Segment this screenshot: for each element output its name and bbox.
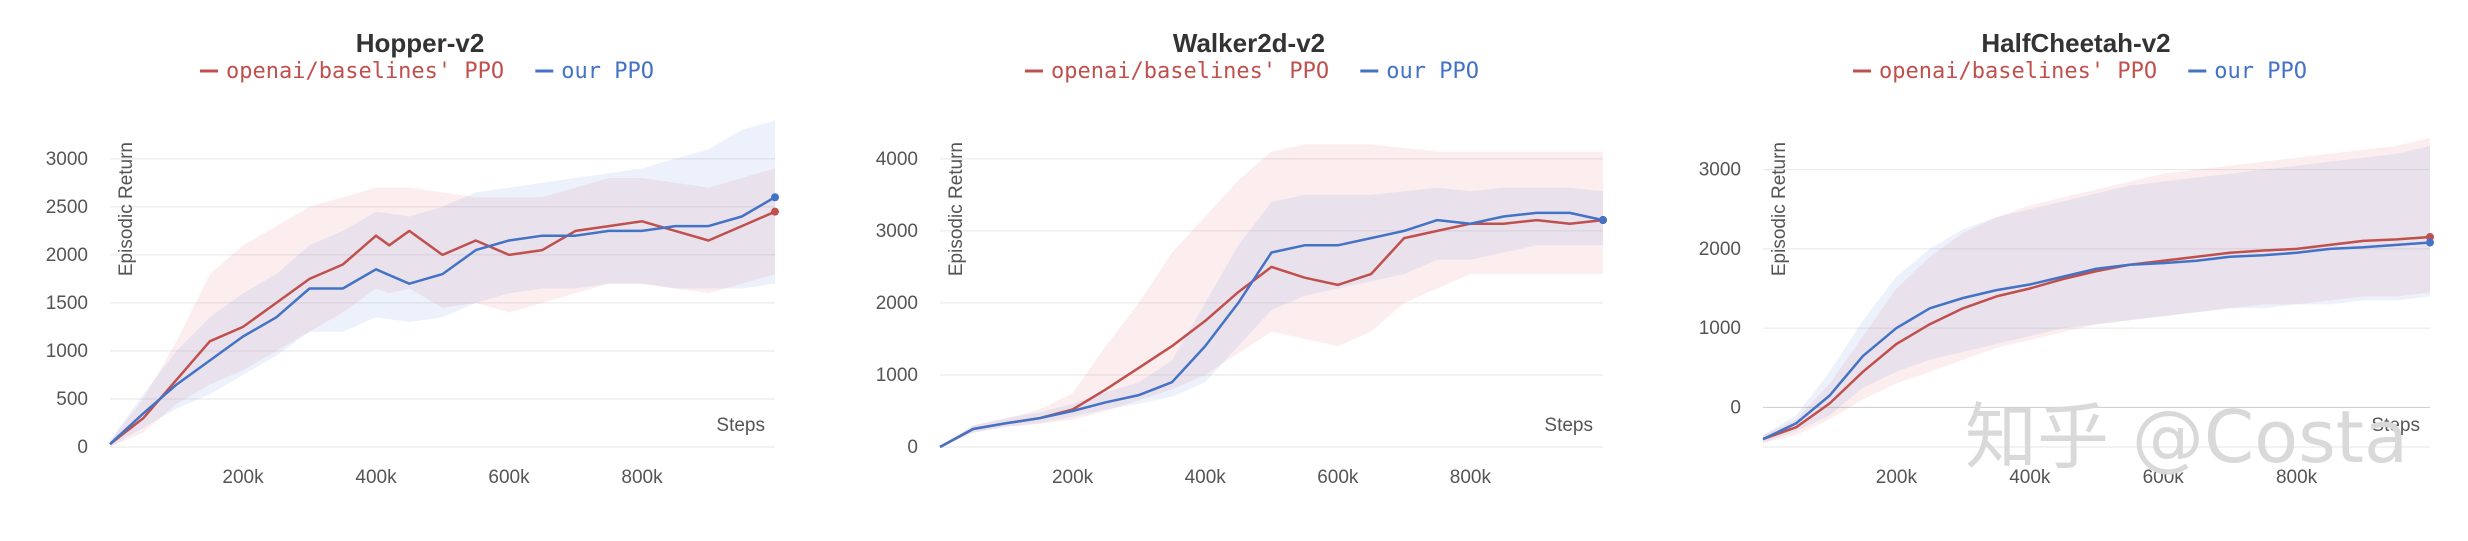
y-tick-label: 3000 [1699,160,1741,181]
x-tick-label: 400k [2009,467,2051,488]
chart-title: Walker2d-v2 [1173,28,1325,58]
x-tick-label: 200k [222,467,264,488]
line-baseline [1762,235,2431,441]
band-baseline [110,168,775,447]
x-axis-label: Steps [716,415,765,436]
endpoint-ours [2426,238,2434,247]
y-tick-label: 500 [56,389,88,410]
legend-label: our PPO [561,59,654,84]
endpoint-baseline [2426,232,2434,241]
y-axis-label: Episodic Return [946,142,967,276]
chart-title: HalfCheetah-v2 [1981,28,2170,58]
x-tick-label: 600k [2143,467,2185,488]
y-tick-label: 0 [907,437,918,458]
legend-label: openai/baselines' PPO [226,59,504,84]
y-tick-label: 2000 [46,245,88,266]
y-tick-label: 2000 [876,293,918,314]
y-axis-label: Episodic Return [1769,142,1790,276]
line-ours [1762,241,2431,441]
y-tick-label: 3000 [46,149,88,170]
band-ours [110,120,775,448]
x-axis-label: Steps [1544,415,1593,436]
line-baseline [109,210,776,446]
y-tick-label: 4000 [876,149,918,170]
x-tick-label: 800k [2276,467,2318,488]
legend-label: our PPO [2214,59,2307,84]
y-tick-label: 3000 [876,221,918,242]
x-tick-label: 800k [1450,467,1492,488]
x-axis-label: Steps [2371,415,2420,436]
y-tick-label: 1000 [876,365,918,386]
band-ours [940,187,1603,447]
legend-label: openai/baselines' PPO [1879,59,2157,84]
x-tick-label: 800k [621,467,663,488]
legend-label: openai/baselines' PPO [1051,59,1329,84]
endpoint-ours [1599,216,1607,225]
y-tick-label: 1500 [46,293,88,314]
band-ours [1763,145,2430,443]
line-ours [109,196,776,446]
chart-title: Hopper-v2 [356,28,485,58]
y-tick-label: 0 [1730,397,1741,418]
x-tick-label: 200k [1052,467,1094,488]
y-tick-label: 2500 [46,197,88,218]
y-tick-label: 0 [77,437,88,458]
y-tick-label: 2000 [1699,239,1741,260]
y-axis-label: Episodic Return [116,142,137,276]
endpoint-baseline [771,207,779,216]
x-tick-label: 200k [1876,467,1918,488]
x-tick-label: 600k [1317,467,1359,488]
band-baseline [1763,137,2430,443]
x-tick-label: 400k [1185,467,1227,488]
x-tick-label: 600k [488,467,530,488]
y-tick-label: 1000 [46,341,88,362]
x-tick-label: 400k [355,467,397,488]
endpoint-ours [771,193,779,202]
line-ours [939,211,1604,449]
watermark: 知乎 @Costa [1965,395,2408,479]
legend-label: our PPO [1386,59,1479,84]
y-tick-label: 1000 [1699,318,1741,339]
